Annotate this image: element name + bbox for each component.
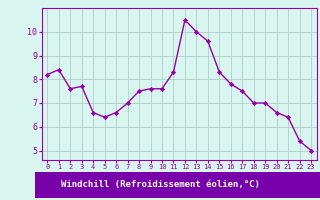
Text: Windchill (Refroidissement éolien,°C): Windchill (Refroidissement éolien,°C) — [60, 180, 260, 190]
